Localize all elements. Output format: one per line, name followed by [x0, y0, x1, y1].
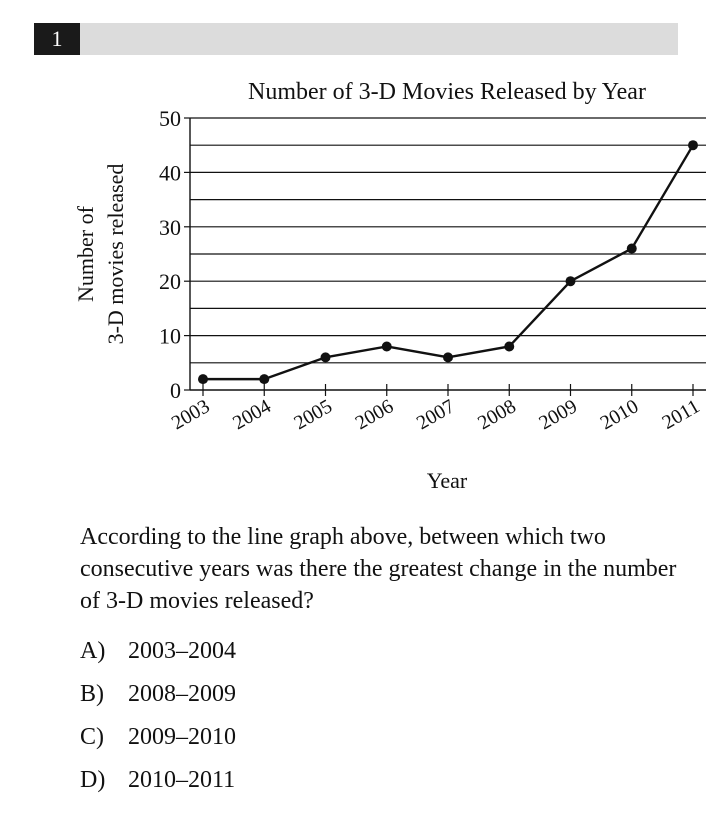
choice-letter: A): [80, 638, 106, 664]
data-point: [565, 276, 576, 287]
choice-letter: B): [80, 681, 104, 707]
choice-a[interactable]: A) 2003–2004: [80, 636, 236, 666]
question-header-bar: 1: [34, 23, 678, 55]
data-point: [504, 341, 515, 352]
chart-title: Number of 3-D Movies Released by Year: [248, 79, 646, 105]
y-tick-label: 30: [159, 215, 181, 240]
grid-lines: [190, 117, 706, 364]
x-tick-label: 2005: [290, 395, 336, 434]
question-prompt: According to the line graph above, betwe…: [80, 524, 677, 614]
data-point: [320, 352, 331, 363]
x-tick-label: 2009: [535, 395, 581, 434]
choice-letter: D): [80, 767, 106, 793]
x-tick-label: 2007: [413, 395, 459, 434]
y-tick-label: 40: [159, 160, 181, 185]
choice-letter: C): [80, 724, 104, 750]
x-tick-label: 2006: [352, 395, 398, 434]
choice-d[interactable]: D) 2010–2011: [80, 765, 235, 795]
y-axis-label: Number of 3-D movies released: [73, 164, 128, 345]
choice-text: 2008–2009: [128, 681, 236, 707]
choice-text: 2003–2004: [128, 638, 236, 664]
series-line: [203, 144, 695, 381]
y-tick-label: 10: [159, 324, 181, 349]
data-point: [443, 352, 453, 363]
y-axis-label-line-2: 3-D movies released: [103, 164, 128, 345]
axis-ticks: [184, 117, 694, 396]
y-tick-label: 20: [159, 269, 181, 294]
x-tick-label: 2010: [597, 395, 643, 434]
y-tick-label: 0: [170, 378, 181, 403]
y-tick-label: 50: [159, 106, 181, 131]
y-axis-label-line-1: Number of: [73, 205, 98, 302]
question-number-badge: 1: [34, 23, 80, 55]
choice-text: 2010–2011: [128, 767, 236, 793]
data-point: [381, 341, 392, 352]
x-tick-label: 2004: [229, 395, 275, 434]
choice-c[interactable]: C) 2009–2010: [80, 722, 236, 752]
series-polyline: [203, 144, 695, 381]
data-point: [198, 374, 208, 385]
data-point: [626, 243, 637, 254]
x-axis-label: Year: [427, 468, 468, 493]
data-points: [198, 140, 698, 385]
x-tick-label: 2011: [658, 395, 703, 434]
choice-b[interactable]: B) 2008–2009: [80, 679, 236, 709]
data-point: [688, 140, 698, 151]
data-point: [259, 374, 270, 385]
choice-text: 2009–2010: [128, 724, 236, 750]
x-tick-label: 2008: [474, 395, 520, 434]
